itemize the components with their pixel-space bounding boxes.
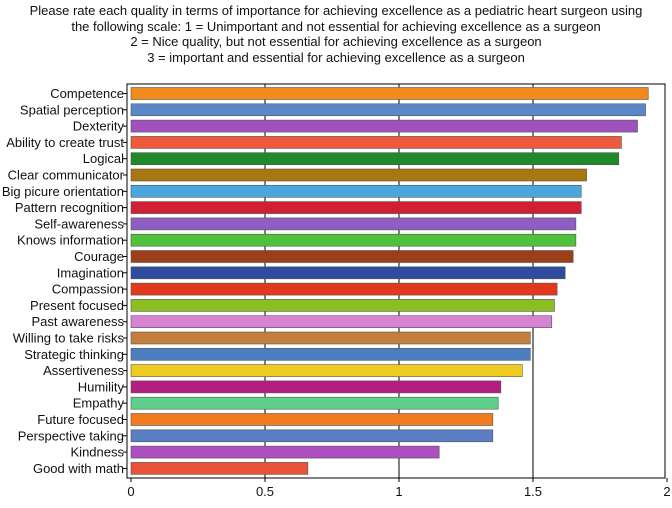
category-label: Self-awareness <box>34 216 124 231</box>
bar <box>130 396 499 410</box>
chart-title: Please rate each quality in terms of imp… <box>0 3 672 65</box>
bar <box>130 413 494 426</box>
title-line-3: 2 = Nice quality, but not essential for … <box>130 34 542 49</box>
x-tick-label: 0 <box>127 484 134 499</box>
bar <box>130 315 553 329</box>
bar <box>130 103 646 117</box>
category-label: Kindness <box>71 445 125 460</box>
bar <box>130 201 582 214</box>
category-label: Assertiveness <box>43 363 124 378</box>
title-line-1: Please rate each quality in terms of imp… <box>29 3 643 18</box>
bar <box>130 217 577 231</box>
bar <box>130 462 309 475</box>
category-label: Clear communicator <box>8 168 125 183</box>
bar <box>130 347 531 361</box>
x-tick-label: 1.5 <box>524 484 542 499</box>
category-label: Future focused <box>37 412 124 427</box>
x-tick-label: 2 <box>663 484 670 499</box>
bar <box>130 282 558 296</box>
bar <box>130 136 622 149</box>
bar <box>130 380 502 394</box>
category-label: Imagination <box>57 265 124 280</box>
bar <box>130 445 440 459</box>
category-label: Empathy <box>73 396 125 411</box>
bar <box>130 250 574 263</box>
bar <box>130 331 531 345</box>
category-label: Humility <box>78 379 125 394</box>
category-label: Ability to create trust <box>6 135 124 150</box>
bar <box>130 299 555 312</box>
x-tick-label: 1 <box>395 484 402 499</box>
category-label: Logical <box>83 151 124 166</box>
category-label: Knows information <box>17 233 124 248</box>
category-label: Spatial perception <box>20 102 124 117</box>
category-label: Perspective taking <box>18 428 124 443</box>
bar <box>130 87 649 100</box>
title-line-4: 3 = important and essential for achievin… <box>147 49 525 65</box>
category-label: Present focused <box>30 298 124 313</box>
category-label: Dexterity <box>73 119 125 134</box>
x-tick-label: 0.5 <box>256 484 274 499</box>
bar <box>130 185 582 198</box>
category-label: Past awareness <box>32 314 125 329</box>
category-label: Good with math <box>33 461 124 476</box>
category-label: Competence <box>50 86 124 101</box>
category-label: Courage <box>74 249 124 264</box>
category-label: Pattern recognition <box>15 200 124 215</box>
title-line-2: the following scale: 1 = Unimportant and… <box>71 18 601 34</box>
bar <box>130 429 494 443</box>
category-label: Strategic thinking <box>24 347 124 362</box>
category-label: Willing to take risks <box>13 331 125 346</box>
bar <box>130 168 587 182</box>
bar <box>130 266 566 280</box>
bar <box>130 233 577 247</box>
bar <box>130 119 638 133</box>
bar <box>130 364 523 377</box>
plot-frame <box>126 83 666 479</box>
category-label: Big picure orientation <box>2 184 124 199</box>
bar <box>130 152 620 165</box>
category-label: Compassion <box>52 282 124 297</box>
